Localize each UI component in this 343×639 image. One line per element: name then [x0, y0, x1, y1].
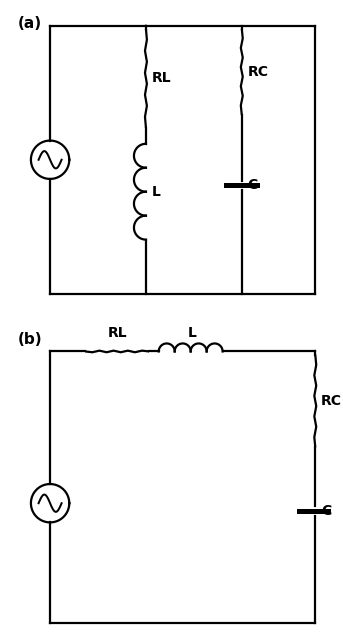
Text: RL: RL	[152, 72, 171, 85]
Text: RL: RL	[108, 327, 127, 340]
Text: C: C	[321, 504, 331, 518]
Text: (b): (b)	[18, 332, 43, 347]
Text: (a): (a)	[18, 16, 42, 31]
Text: RC: RC	[248, 65, 269, 79]
Text: L: L	[188, 327, 196, 340]
Text: L: L	[152, 185, 161, 199]
Text: RC: RC	[321, 394, 342, 408]
Text: C: C	[248, 178, 258, 192]
